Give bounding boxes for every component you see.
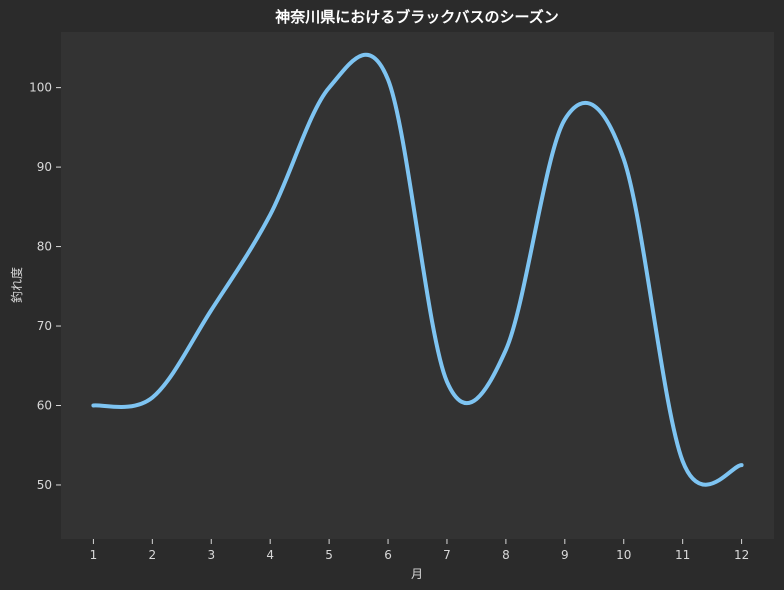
y-tick-label: 90 xyxy=(37,160,52,174)
chart-title: 神奈川県におけるブラックバスのシーズン xyxy=(275,8,559,26)
series-line xyxy=(91,52,744,487)
x-axis: 1 2 3 4 5 6 7 8 9 10 11 12 xyxy=(90,539,749,562)
x-tick-label: 10 xyxy=(616,548,631,562)
y-tick-label: 100 xyxy=(29,81,52,95)
x-axis-label: 月 xyxy=(411,567,423,581)
x-tick-label: 3 xyxy=(207,548,215,562)
plot-area xyxy=(61,32,774,539)
y-axis: 50 60 70 80 90 100 xyxy=(29,81,61,492)
x-tick-label: 2 xyxy=(149,548,157,562)
y-tick-label: 70 xyxy=(37,319,52,333)
x-tick-label: 7 xyxy=(443,548,451,562)
x-tick-label: 11 xyxy=(675,548,690,562)
x-tick-label: 6 xyxy=(384,548,392,562)
x-tick-label: 9 xyxy=(561,548,569,562)
y-tick-label: 60 xyxy=(37,398,52,412)
x-tick-label: 4 xyxy=(266,548,274,562)
x-tick-label: 12 xyxy=(734,548,749,562)
x-tick-label: 1 xyxy=(90,548,98,562)
series-layer xyxy=(91,52,744,487)
y-axis-label: 釣れ度 xyxy=(9,267,24,303)
y-tick-label: 80 xyxy=(37,240,52,254)
y-tick-label: 50 xyxy=(37,478,52,492)
x-tick-label: 5 xyxy=(325,548,333,562)
x-tick-label: 8 xyxy=(502,548,510,562)
